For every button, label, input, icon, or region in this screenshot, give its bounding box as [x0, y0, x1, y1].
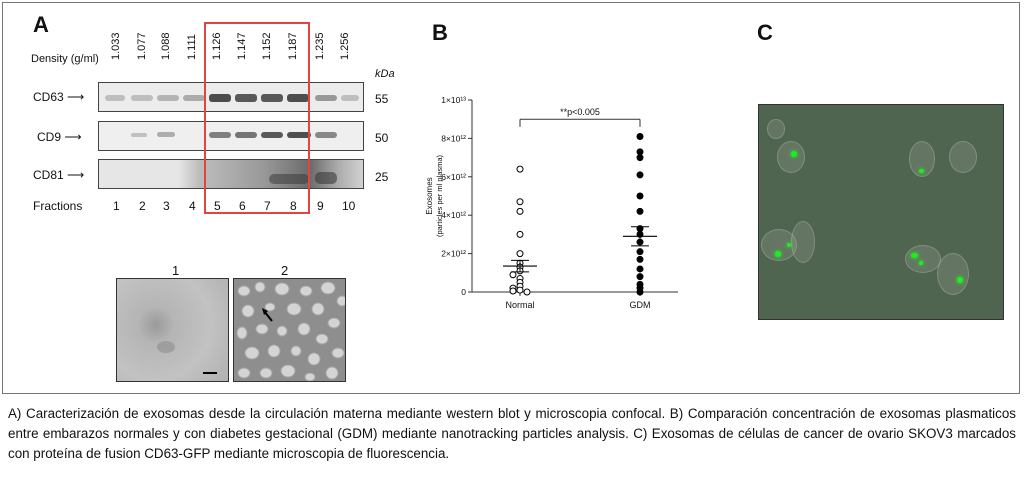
x-tick-label: Normal [505, 300, 534, 310]
density-value: 1.033 [110, 32, 122, 60]
fraction-number: 4 [189, 199, 196, 213]
y-tick-label: 6×10¹² [441, 172, 466, 182]
y-tick-label: 0 [461, 287, 466, 297]
blot-cd9 [98, 121, 364, 151]
kda-cd81: 25 [375, 170, 389, 184]
kda-label: kDa [375, 68, 395, 80]
density-value: 1.235 [314, 32, 326, 60]
fraction-number: 8 [290, 199, 297, 213]
fraction-number: 3 [163, 199, 170, 213]
fractions-highlight-box [204, 22, 310, 214]
em-image-1 [116, 278, 229, 382]
fraction-number: 7 [264, 199, 271, 213]
scale-bar [203, 372, 217, 374]
density-value: 1.256 [339, 32, 351, 60]
y-tick-label: 1×10¹³ [441, 95, 466, 105]
data-point [636, 288, 644, 296]
data-point [636, 248, 644, 256]
kda-cd9: 50 [375, 131, 389, 145]
panel-a-letter: A [33, 12, 49, 37]
blot-marker-cd81: CD81 ⟶ [33, 168, 85, 182]
y-axis-label: Exosomes [425, 177, 434, 214]
data-point [516, 198, 524, 206]
fractions-label: Fractions [33, 199, 83, 213]
data-point [636, 273, 644, 281]
fraction-number: 6 [239, 199, 246, 213]
y-axis-label-unit: (particles per ml plasma) [435, 154, 444, 237]
fluorescence-image [758, 104, 1004, 320]
data-point [523, 288, 531, 296]
figure-caption: A) Caracterización de exosomas desde la … [8, 406, 1016, 461]
density-value: 1.088 [160, 32, 172, 60]
density-value: 1.111 [186, 34, 198, 60]
kda-cd63: 55 [375, 92, 389, 106]
fraction-number: 5 [214, 199, 221, 213]
data-point [636, 148, 644, 156]
em-image-2 [233, 278, 346, 382]
y-tick-label: 2×10¹² [441, 249, 466, 259]
blot-marker-cd63: CD63 ⟶ [33, 90, 85, 104]
fraction-number: 2 [139, 199, 146, 213]
density-label: Density (g/ml) [31, 53, 99, 65]
data-point [509, 271, 517, 279]
fraction-number: 1 [113, 199, 120, 213]
data-point [636, 255, 644, 263]
data-point [516, 207, 524, 215]
data-point [636, 132, 644, 140]
y-tick-label: 4×10¹² [441, 210, 466, 220]
data-point [516, 230, 524, 238]
fraction-number: 10 [342, 199, 356, 213]
em-label-1: 1 [172, 263, 180, 278]
data-point [636, 154, 644, 162]
blot-cd63 [98, 82, 364, 112]
panel-c-letter: C [757, 20, 773, 45]
data-point [516, 286, 524, 294]
data-point [636, 192, 644, 200]
x-tick-label: GDM [630, 300, 651, 310]
blot-cd81 [98, 159, 364, 189]
data-point [636, 207, 644, 215]
data-point [636, 171, 644, 179]
blot-marker-cd9: CD9 ⟶ [37, 130, 82, 144]
scatter-chart: 0 2×10¹² 4×10¹² 6×10¹² 8×10¹² 1×10¹³ Exosomes(… [425, 95, 678, 310]
data-point [516, 250, 524, 258]
significance-label: **p<0.005 [560, 107, 600, 117]
data-point [636, 265, 644, 273]
data-point [509, 287, 517, 295]
em-label-2: 2 [281, 263, 289, 278]
data-point [516, 165, 524, 173]
panel-b-letter: B [432, 20, 448, 45]
y-tick-label: 8×10¹² [441, 133, 466, 143]
density-value: 1.077 [136, 32, 148, 60]
fraction-number: 9 [317, 199, 324, 213]
